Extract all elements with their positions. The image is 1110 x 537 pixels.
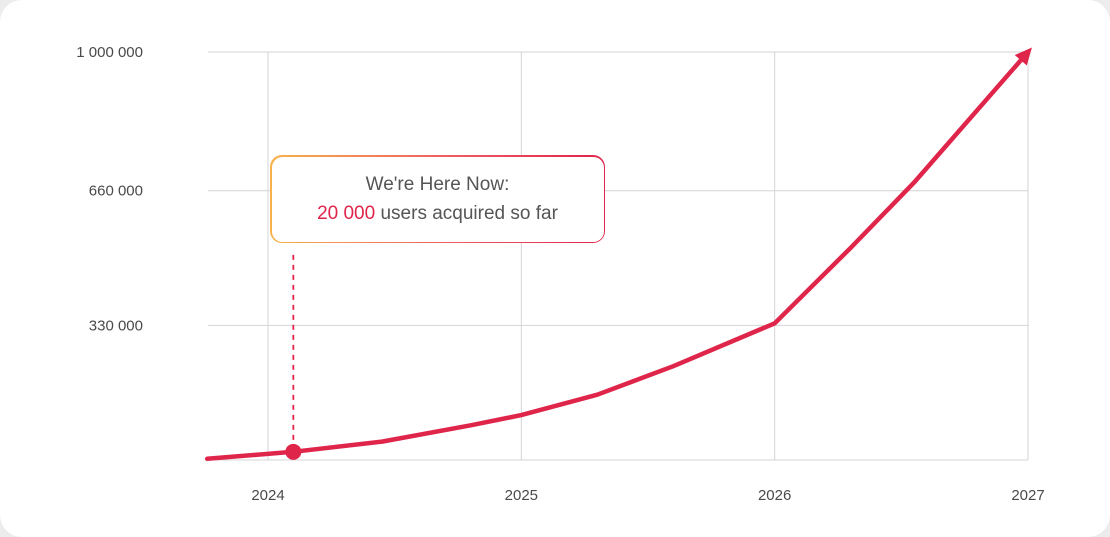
series-line xyxy=(204,52,1028,462)
annotation-title: We're Here Now: xyxy=(365,174,510,195)
annotation-body-text: users acquired so far xyxy=(375,203,558,224)
y-tick-label: 660 000 xyxy=(89,183,143,200)
y-tick-label: 1 000 000 xyxy=(76,44,143,61)
x-tick-label: 2026 xyxy=(758,487,791,504)
current-point-marker xyxy=(285,443,302,460)
x-tick-label: 2027 xyxy=(1011,487,1044,504)
axis-labels: 330 000 660 000 1 000 000 2024 2025 2026 2027 xyxy=(76,44,1044,504)
arrow-head xyxy=(1014,47,1032,66)
annotation-body: 20 000 users acquired so far xyxy=(317,199,558,228)
x-tick-label: 2025 xyxy=(505,487,538,504)
annotation-highlight-value: 20 000 xyxy=(317,203,376,224)
annotation-callout: We're Here Now: 20 000 users acquired so… xyxy=(270,155,605,243)
chart-grid xyxy=(208,51,1029,461)
x-tick-label: 2024 xyxy=(251,487,284,504)
y-tick-label: 330 000 xyxy=(89,317,143,334)
